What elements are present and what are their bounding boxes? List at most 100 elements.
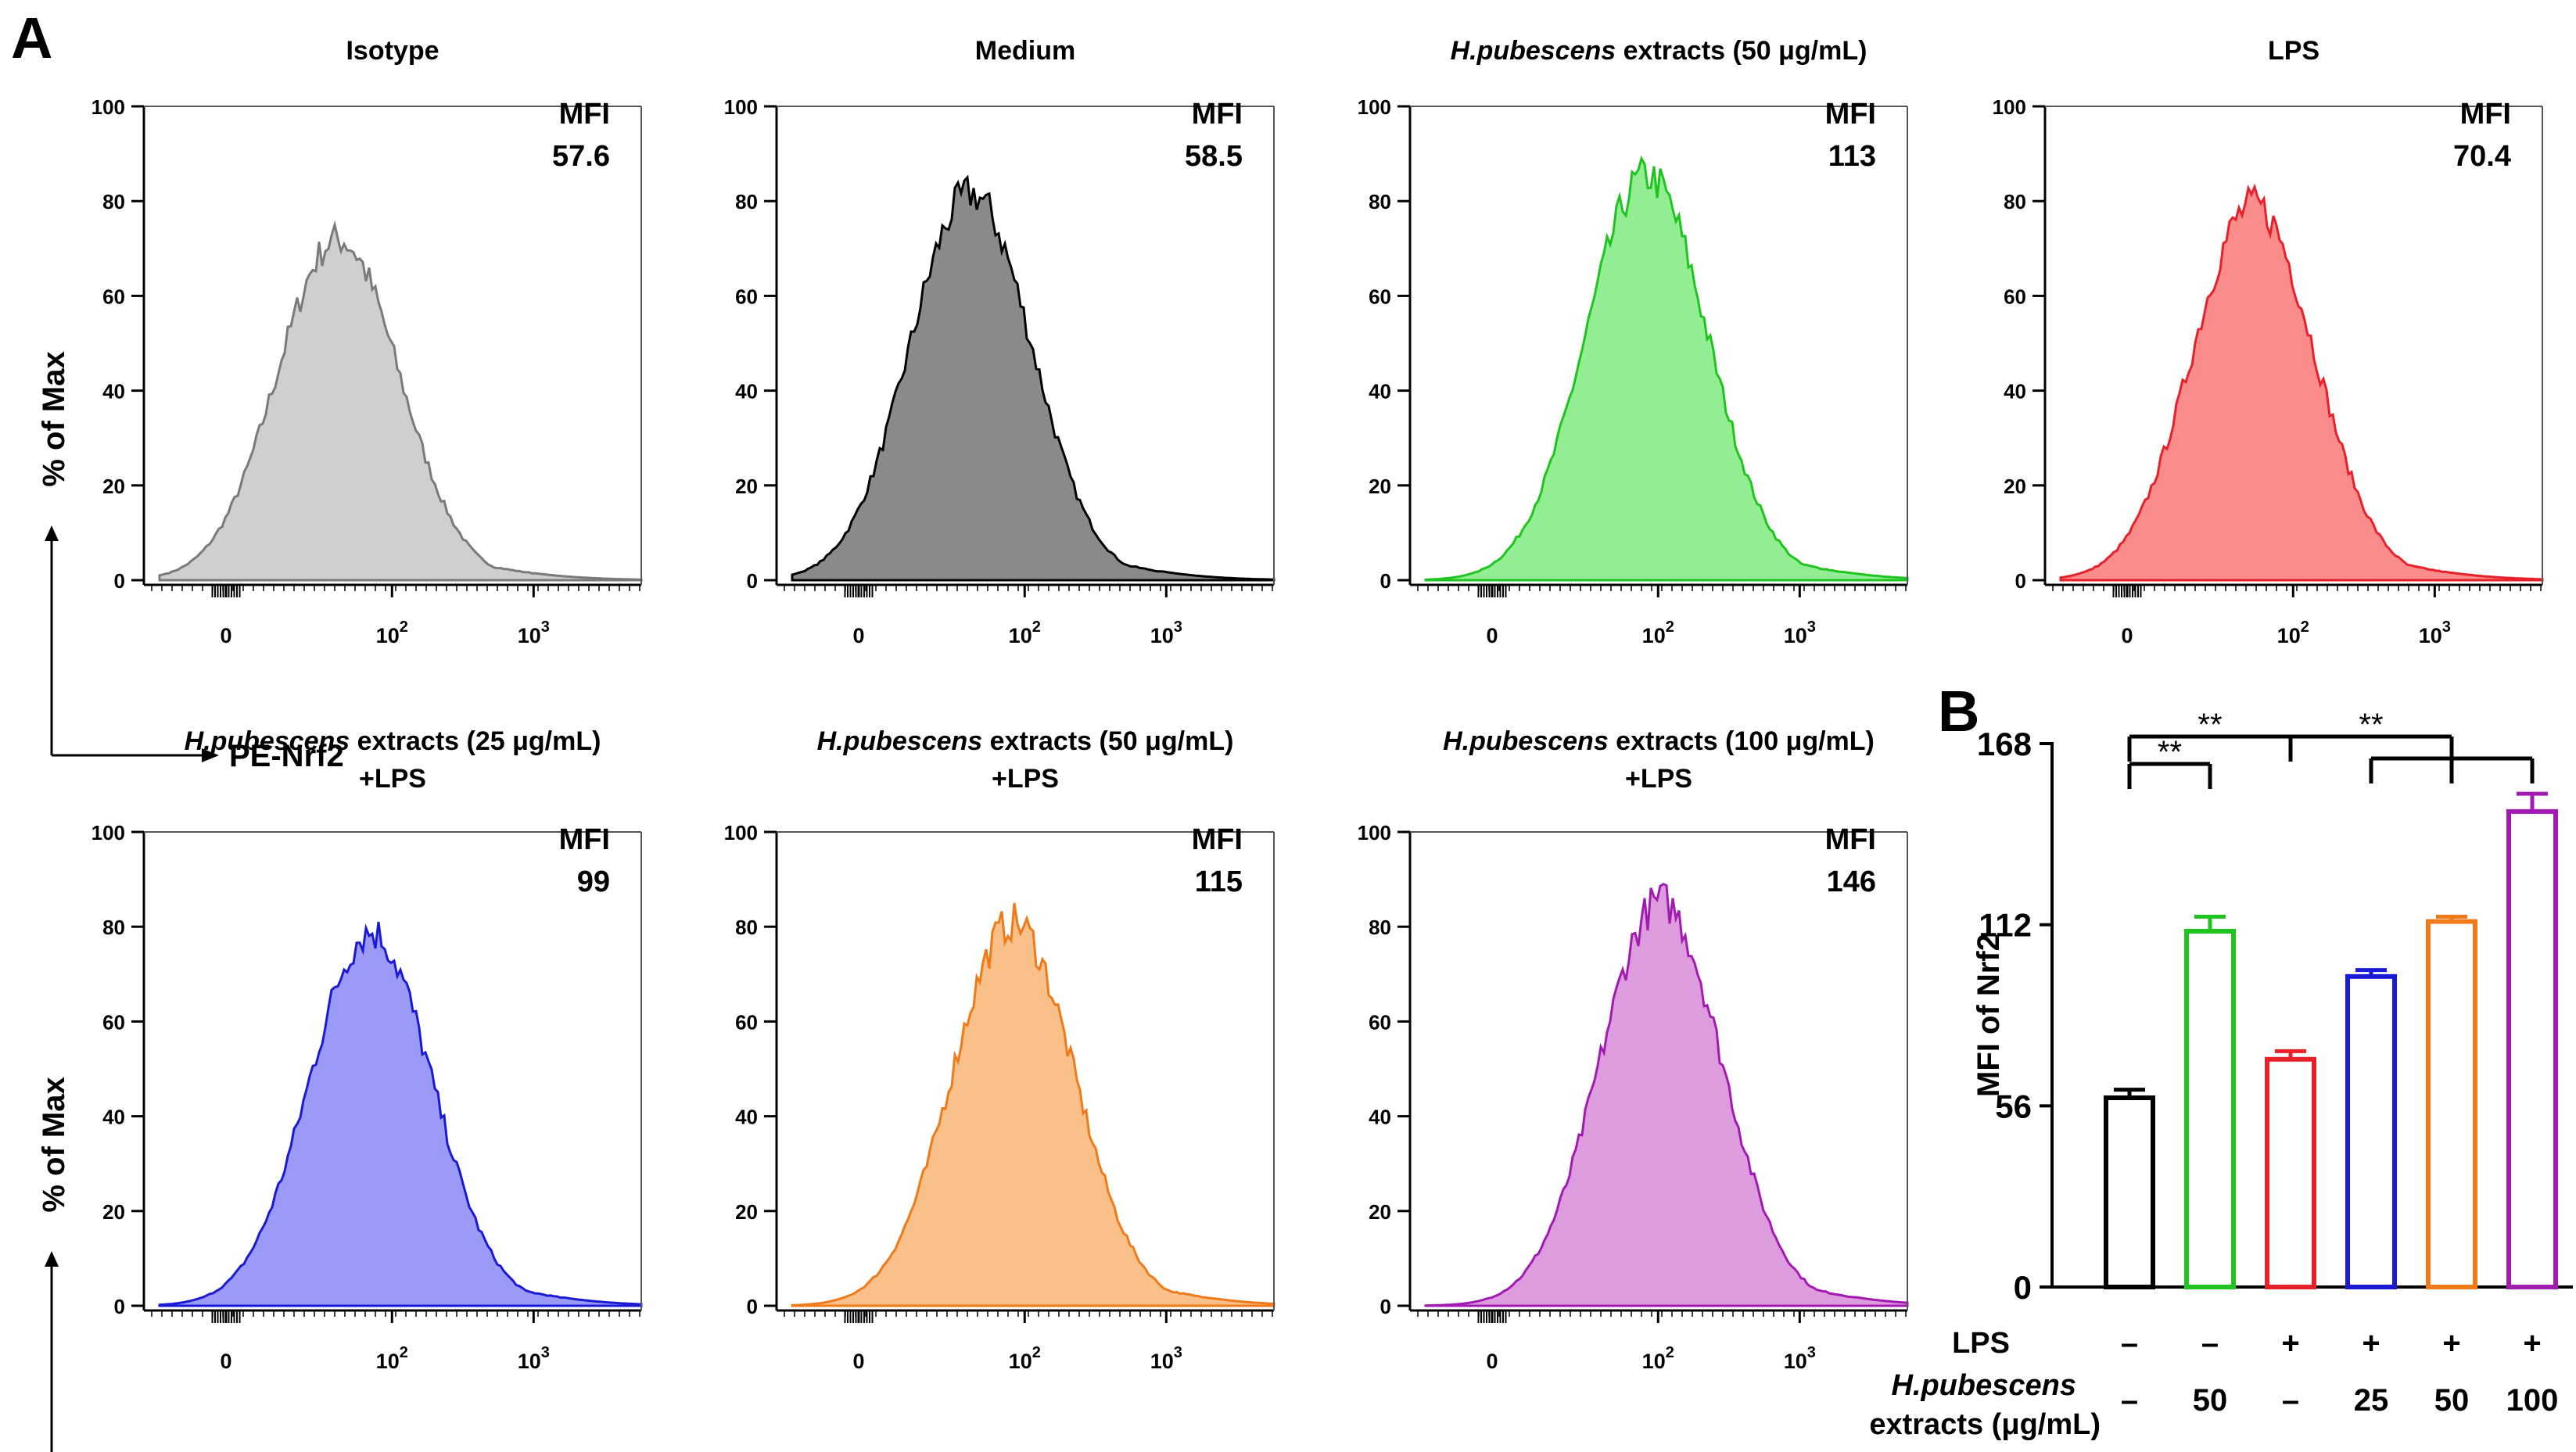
y-tick-label: 80 [735, 916, 758, 939]
x-tick-base: 10 [1150, 624, 1174, 647]
bar-y-axis-title: MFI of Nrf2 [1971, 934, 2006, 1097]
y-tick-label: 80 [102, 916, 125, 939]
histogram-panel-5: H.pubescens extracts (25 μg/mL)+LPS02040… [91, 726, 643, 1373]
mfi-value: 70.4 [2453, 140, 2511, 173]
y-tick-label: 80 [102, 190, 125, 213]
lps-cell: + [2362, 1326, 2380, 1361]
significance-label: ** [2158, 735, 2182, 769]
y-tick-label: 60 [102, 1010, 125, 1034]
histogram-title-part: H.pubescens [1443, 726, 1609, 756]
x-tick-exponent: 3 [1807, 618, 1816, 636]
x-tick-exponent: 3 [1174, 618, 1182, 636]
histogram-subtitle: +LPS [992, 764, 1059, 794]
bar-y-tick-label: 56 [1995, 1088, 2032, 1124]
y-tick-label: 40 [1369, 1106, 1391, 1129]
axis-guide-2: PE-Nrf2% of Max [37, 1077, 71, 1452]
histogram-panel-3: H.pubescens extracts (50 μg/mL)020406080… [1358, 36, 1909, 647]
x-tick-base: 10 [518, 1350, 541, 1373]
histogram-area [1424, 883, 1909, 1307]
x-tick-base: 10 [1784, 1350, 1807, 1373]
x-tick-label: 103 [1784, 618, 1816, 647]
histogram-title: H.pubescens extracts (100 μg/mL) [1443, 726, 1875, 756]
y-tick-label: 0 [114, 1295, 125, 1318]
y-tick-label: 60 [1369, 1010, 1391, 1034]
x-tick-exponent: 2 [1666, 1344, 1674, 1361]
significance-bracket-2: ** [2127, 735, 2212, 789]
y-tick-label: 20 [2004, 475, 2026, 498]
mfi-value: 113 [1828, 140, 1876, 173]
x-tick-label: 0 [1486, 1350, 1498, 1373]
mfi-label: MFI [559, 823, 610, 856]
y-tick-label: 0 [114, 569, 125, 593]
bar-2 [2184, 928, 2236, 1289]
y-tick-label: 100 [724, 821, 758, 844]
lps-cell: – [2121, 1326, 2138, 1361]
mfi-value: 146 [1827, 866, 1876, 898]
axis-guide-1: PE-Nrf2 % of Max [37, 351, 344, 773]
x-axis-title: PE-Nrf2 [229, 739, 344, 773]
mfi-label: MFI [1825, 98, 1876, 131]
x-tick-label: 102 [376, 618, 408, 647]
histogram-title: Isotype [346, 36, 439, 66]
y-tick-label: 100 [1358, 821, 1391, 844]
histogram-area [791, 174, 1275, 582]
y-tick-label: 60 [2004, 285, 2026, 308]
x-tick-label: 103 [2419, 618, 2451, 647]
histogram-title-part: extracts (50 μg/mL) [982, 726, 1233, 756]
mfi-value: 99 [577, 866, 610, 898]
x-tick-label: 102 [2277, 618, 2309, 647]
x-tick-base: 10 [1009, 1350, 1032, 1373]
bar-y-tick-label: 112 [1979, 907, 2032, 944]
y-tick-label: 60 [735, 285, 758, 308]
extract-cell: 50 [2193, 1383, 2228, 1418]
lps-cell: + [2442, 1326, 2460, 1361]
histogram-title-part: LPS [2268, 36, 2319, 66]
x-tick-base: 10 [376, 624, 400, 647]
histogram-title-part: Medium [975, 36, 1075, 66]
y-tick-label: 100 [91, 95, 125, 119]
x-tick-base: 10 [518, 624, 541, 647]
x-tick-exponent: 3 [2442, 618, 2451, 636]
y-tick-label: 100 [724, 95, 758, 119]
y-tick-label: 60 [1369, 285, 1391, 308]
mfi-label: MFI [2460, 98, 2511, 131]
row-label-extract-1: H.pubescens [1891, 1369, 2076, 1402]
x-tick-base: 10 [1009, 624, 1032, 647]
histogram-title: LPS [2268, 36, 2319, 66]
extract-cell: – [2282, 1383, 2299, 1418]
y-tick-label: 20 [735, 1200, 758, 1224]
y-tick-label: 60 [735, 1010, 758, 1034]
bar-y-tick-label: 168 [1977, 726, 2032, 762]
panel-a-label: A [11, 5, 52, 70]
y-tick-label: 100 [1993, 95, 2026, 119]
bar-y-tick-label: 0 [2014, 1269, 2032, 1306]
bar-1 [2104, 1095, 2155, 1290]
x-tick-exponent: 3 [541, 1344, 550, 1361]
significance-label: ** [2359, 708, 2383, 742]
histogram-title-part: H.pubescens [817, 726, 983, 756]
x-tick-label: 102 [1642, 1344, 1674, 1373]
y-tick-label: 40 [102, 1106, 125, 1129]
x-tick-base: 0 [220, 624, 231, 647]
x-tick-label: 103 [1150, 618, 1182, 647]
mfi-label: MFI [1192, 98, 1243, 131]
y-tick-label: 20 [102, 1200, 125, 1224]
y-tick-label: 80 [735, 190, 758, 213]
x-tick-label: 102 [376, 1344, 408, 1373]
x-tick-label: 0 [220, 1350, 231, 1373]
lps-cell: – [2201, 1326, 2219, 1361]
mfi-value: 58.5 [1185, 140, 1243, 173]
lps-cell: + [2523, 1326, 2541, 1361]
x-tick-label: 102 [1009, 1344, 1041, 1373]
bar-chart: 0 56 112 168 MFI of Nrf2 ** ** ** LPS H.pubescens… [1869, 708, 2573, 1441]
x-tick-base: 0 [220, 1350, 231, 1373]
mfi-value: 57.6 [552, 140, 610, 173]
y-tick-label: 0 [1380, 1295, 1391, 1318]
y-axis-title: % of Max [37, 1077, 71, 1212]
y-tick-label: 0 [1380, 569, 1391, 593]
y-tick-label: 80 [2004, 190, 2026, 213]
